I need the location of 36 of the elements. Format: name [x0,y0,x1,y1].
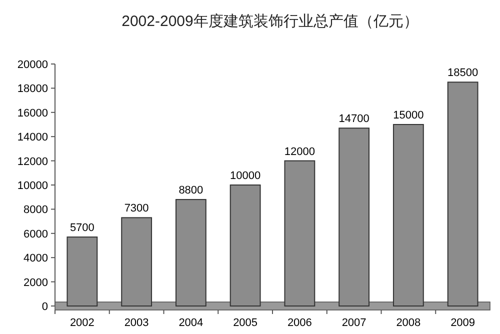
x-tick-label: 2003 [124,317,149,329]
x-tick-label: 2009 [450,317,476,329]
y-tick-label: 14000 [17,132,48,144]
x-tick-label: 2007 [342,317,366,329]
bar [338,128,370,306]
x-tick-label: 2005 [233,317,258,329]
y-tick-label: 18000 [17,83,48,96]
bar [392,124,424,306]
bar [121,217,152,306]
data-label: 15000 [393,110,424,122]
y-tick-label: 8000 [24,204,48,216]
y-tick-label: 12000 [17,156,48,168]
y-tick-label: 4000 [24,252,48,265]
bar [230,184,261,306]
data-label: 12000 [284,146,315,158]
bar [447,82,478,306]
y-tick-label: 20000 [17,59,48,71]
data-label: 5700 [70,222,94,234]
x-tick-label: 2006 [287,317,312,329]
chart-title: 2002-2009年度建筑装饰行业总产值（亿元） [122,13,418,30]
y-tick-label: 0 [42,301,48,313]
x-tick-label: 2008 [396,317,421,329]
bar [284,160,316,306]
data-label: 14700 [338,113,370,126]
data-label: 8800 [178,184,204,197]
data-label: 10000 [230,170,261,182]
bar [66,236,98,306]
data-label: 7300 [124,202,149,215]
y-tick-label: 16000 [17,107,48,120]
x-tick-label: 2004 [178,317,204,329]
y-tick-label: 2000 [24,276,48,289]
bar [175,199,206,306]
y-tick-label: 6000 [24,228,48,240]
data-label: 18500 [448,67,478,80]
y-tick-label: 10000 [17,180,48,192]
x-tick-label: 2002 [70,317,94,329]
